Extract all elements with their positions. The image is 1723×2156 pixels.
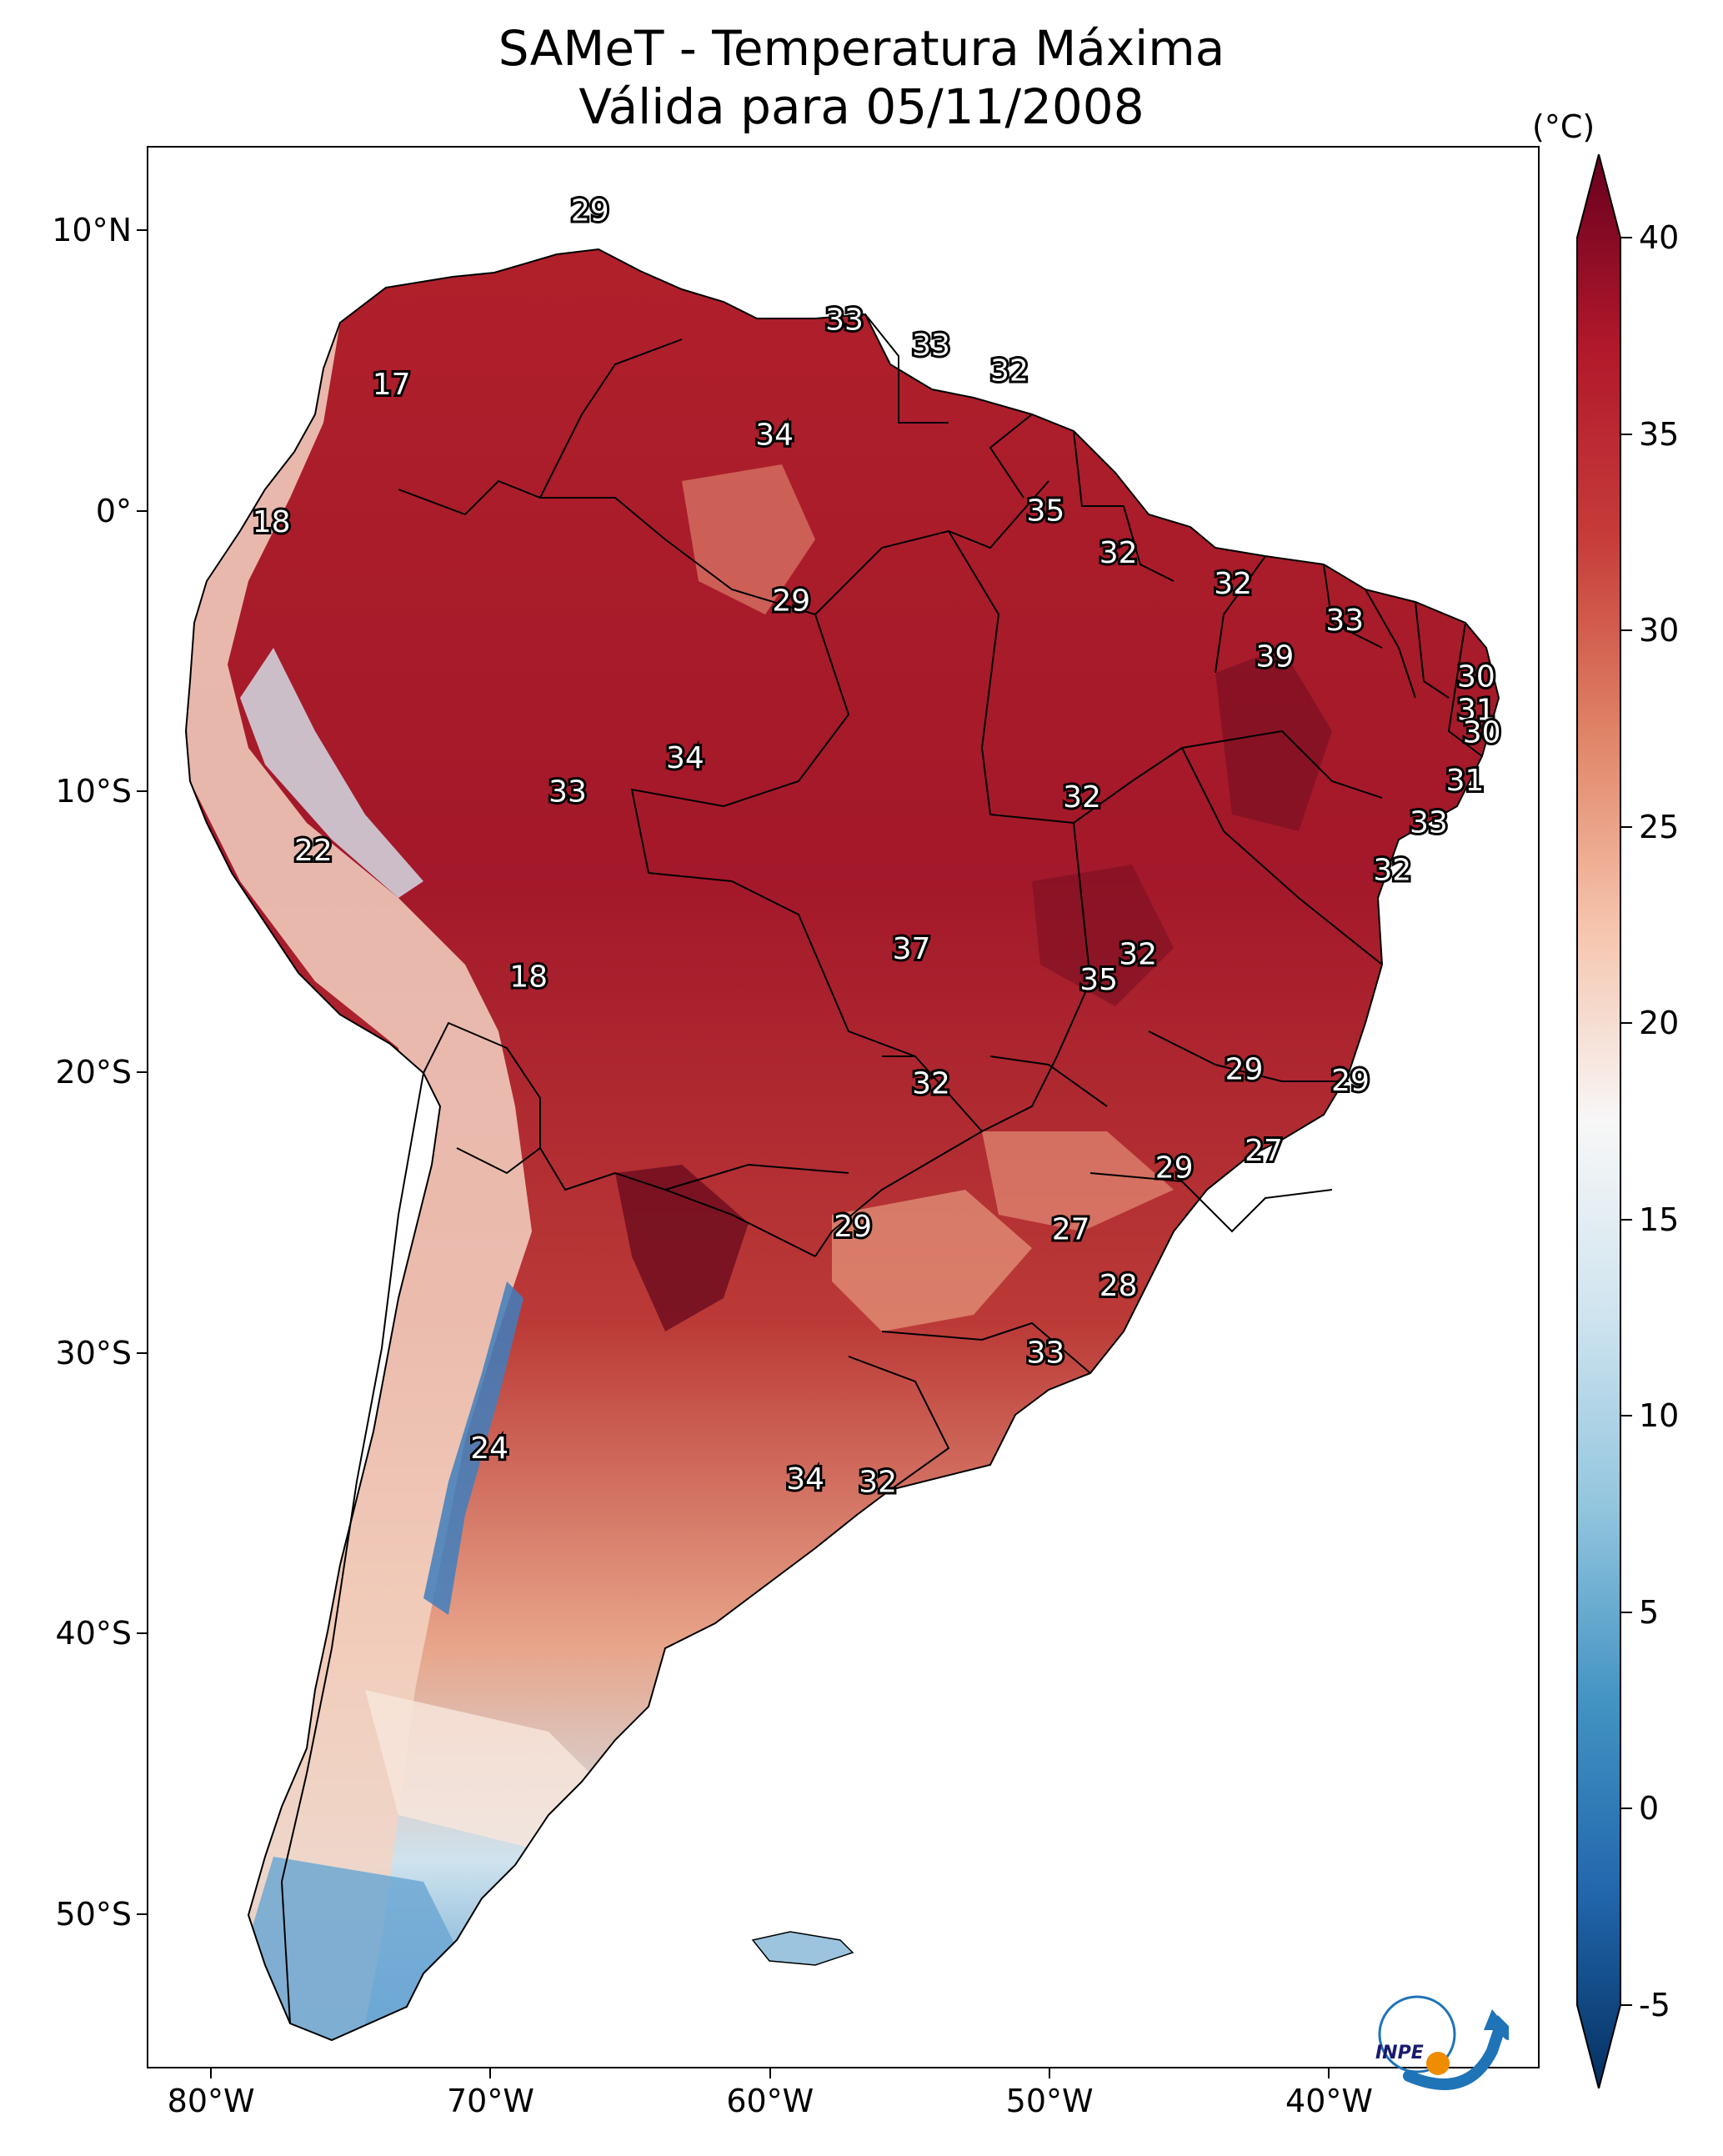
colorbar xyxy=(1576,154,1621,2088)
longitude-tick-mark xyxy=(1328,2068,1330,2078)
colorbar-tick-label: 15 xyxy=(1639,1201,1680,1238)
temperature-label: 34 xyxy=(666,741,704,775)
temperature-label: 29 xyxy=(1331,1064,1370,1098)
temperature-label: 34 xyxy=(755,419,794,453)
temperature-label: 32 xyxy=(912,1066,950,1101)
temperature-label: 35 xyxy=(1079,963,1118,997)
temperature-label: 33 xyxy=(548,775,587,809)
colorbar-tick-label: 30 xyxy=(1639,612,1680,649)
temperature-label: 32 xyxy=(1119,938,1157,972)
temperature-label: 34 xyxy=(786,1462,824,1497)
latitude-tick-mark xyxy=(137,509,147,512)
longitude-tick-label: 80°W xyxy=(167,2083,255,2119)
temperature-label: 35 xyxy=(1026,494,1064,529)
latitude-tick-label: 10°S xyxy=(55,773,132,810)
temperature-label: 32 xyxy=(859,1465,897,1499)
inpe-logo xyxy=(1378,1995,1509,2090)
temperature-label: 39 xyxy=(1255,640,1294,674)
temperature-label: 27 xyxy=(1245,1134,1283,1168)
colorbar-tick-mark xyxy=(1620,1415,1632,1417)
latitude-tick-label: 10°N xyxy=(52,211,132,248)
temperature-label: 30 xyxy=(1457,659,1495,694)
colorbar-tick-mark xyxy=(1620,1808,1632,1810)
latitude-tick-mark xyxy=(137,790,147,793)
temperature-label: 33 xyxy=(1026,1336,1064,1371)
chart-subtitle: Válida para 05/11/2008 xyxy=(579,78,1144,135)
temperature-label: 29 xyxy=(1225,1053,1264,1087)
colorbar-tick-mark xyxy=(1620,237,1632,238)
temperature-label: 33 xyxy=(825,303,864,338)
latitude-tick-mark xyxy=(137,228,147,231)
temperature-label: 29 xyxy=(772,584,810,618)
latitude-tick-mark xyxy=(137,1070,147,1073)
temperature-label: 27 xyxy=(1052,1212,1090,1246)
temperature-label: 33 xyxy=(1325,604,1364,638)
temperature-label: 29 xyxy=(834,1210,872,1244)
longitude-tick-mark xyxy=(1049,2068,1051,2078)
colorbar-tick-mark xyxy=(1620,629,1632,632)
colorbar-tick-mark xyxy=(1620,433,1632,435)
temperature-label: 29 xyxy=(571,193,609,228)
map-area: 29 17 33 33 32 34 18 35 32 29 32 33 39 30 31 30 34 33 32 31… xyxy=(147,146,1540,2068)
longitude-tick-label: 50°W xyxy=(1005,2083,1094,2119)
colorbar-tick-mark xyxy=(1620,2004,1632,2006)
temperature-label: 17 xyxy=(373,368,411,402)
colorbar-tick-label: 20 xyxy=(1639,1005,1680,1042)
colorbar-tick-label: 25 xyxy=(1639,808,1680,845)
temperature-label: 24 xyxy=(470,1431,508,1466)
latitude-tick-label: 20°S xyxy=(55,1053,132,1091)
temperature-label: 32 xyxy=(1214,567,1252,601)
temperature-label: 31 xyxy=(1446,764,1485,798)
temperature-label: 32 xyxy=(1099,536,1138,570)
colorbar-tick-label: 10 xyxy=(1639,1397,1680,1435)
country-borders xyxy=(185,248,1500,2041)
inpe-logo-text: INPE xyxy=(1375,2043,1424,2063)
temperature-label: 37 xyxy=(893,932,931,966)
latitude-tick-label: 30°S xyxy=(55,1334,132,1371)
temperature-label: 33 xyxy=(1410,805,1448,840)
colorbar-tick-mark xyxy=(1620,825,1632,828)
colorbar-tick-label: 0 xyxy=(1639,1790,1660,1828)
colorbar-tick-label: 5 xyxy=(1639,1593,1660,1631)
longitude-tick-label: 70°W xyxy=(447,2083,534,2119)
colorbar-units: (°C) xyxy=(1532,108,1595,145)
latitude-tick-label: 0° xyxy=(95,492,132,529)
temperature-label: 32 xyxy=(1373,854,1411,888)
chart-title: SAMeT - Temperatura Máxima xyxy=(498,20,1225,77)
longitude-tick-label: 60°W xyxy=(726,2083,814,2119)
longitude-tick-mark xyxy=(769,2068,771,2078)
latitude-tick-label: 50°S xyxy=(55,1895,132,1933)
temperature-label: 31 xyxy=(1457,694,1495,728)
colorbar-tick-label: 40 xyxy=(1639,219,1680,256)
temperature-label: 18 xyxy=(253,505,291,539)
colorbar-tick-mark xyxy=(1620,1218,1632,1221)
temperature-label: 18 xyxy=(509,960,548,995)
temperature-label: 30 xyxy=(1463,716,1501,750)
longitude-tick-mark xyxy=(210,2068,213,2078)
falkland-islands xyxy=(751,1931,854,1966)
temperature-label: 32 xyxy=(990,353,1029,388)
colorbar-tick-mark xyxy=(1620,1022,1632,1025)
temperature-label: 28 xyxy=(1099,1269,1138,1303)
colorbar-tick-mark xyxy=(1620,1611,1632,1613)
latitude-tick-label: 40°S xyxy=(55,1615,132,1652)
longitude-tick-label: 40°W xyxy=(1285,2083,1373,2119)
temperature-label: 29 xyxy=(1155,1151,1194,1185)
latitude-tick-mark xyxy=(137,1913,147,1915)
temperature-label: 22 xyxy=(294,834,333,868)
longitude-tick-mark xyxy=(489,2068,492,2078)
temperature-label: 32 xyxy=(1063,780,1101,815)
latitude-tick-mark xyxy=(137,1351,147,1354)
colorbar-tick-label: -5 xyxy=(1639,1987,1670,2023)
temperature-shading xyxy=(186,289,1332,2040)
temperature-label: 33 xyxy=(912,328,950,363)
latitude-tick-mark xyxy=(137,1632,147,1635)
colorbar-tick-label: 35 xyxy=(1639,415,1680,453)
